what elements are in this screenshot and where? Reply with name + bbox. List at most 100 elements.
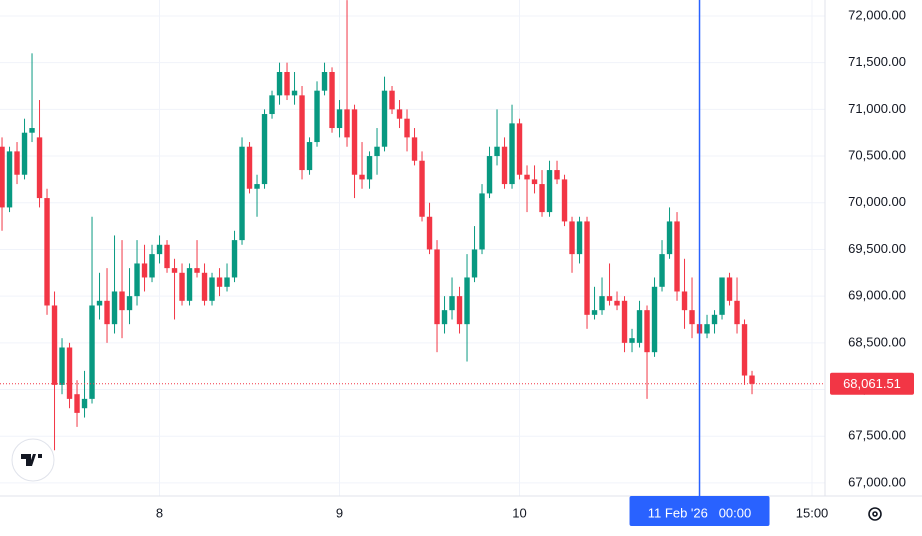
last-price-box: [830, 372, 914, 395]
x-tick-label: 10: [512, 505, 526, 520]
y-tick-label: 70,000.00: [848, 194, 906, 209]
y-tick-label: 69,000.00: [848, 288, 906, 303]
candle-body: [156, 244, 163, 255]
candle-body: [449, 296, 455, 311]
last-price-label: 68,061.51: [843, 376, 901, 391]
y-tick-label: 67,500.00: [848, 428, 906, 443]
candle-body: [659, 254, 665, 287]
x-tick-label: 8: [156, 505, 163, 520]
candle-body: [441, 310, 448, 325]
candle-body: [254, 184, 260, 189]
tradingview-logo[interactable]: [11, 438, 55, 482]
candle-body: [21, 132, 28, 175]
candle-body: [186, 268, 193, 301]
candle-body: [299, 95, 305, 171]
candle-body: [539, 184, 545, 213]
candle-body: [479, 193, 485, 250]
candle-body: [51, 305, 58, 385]
candle-body: [239, 146, 245, 241]
candle-body: [194, 268, 200, 273]
candle-body: [209, 277, 215, 301]
candle-body: [89, 305, 95, 399]
candle-body: [44, 198, 50, 306]
candle-body: [734, 300, 740, 325]
candle-body: [66, 347, 73, 399]
candle-body: [464, 277, 470, 325]
candle-body: [74, 394, 80, 413]
candle-body: [711, 314, 718, 325]
candle-body: [126, 296, 133, 311]
candle-body: [179, 272, 185, 301]
candle-body: [284, 72, 290, 96]
candle-body: [426, 216, 433, 250]
candle-body: [741, 324, 748, 376]
candle-body: [749, 375, 755, 384]
grid: [0, 0, 825, 496]
candle-body: [411, 137, 418, 161]
candle-body: [614, 300, 620, 306]
candle-body: [261, 114, 268, 185]
y-tick-label: 69,500.00: [848, 241, 906, 256]
y-tick-label: 71,000.00: [848, 101, 906, 116]
candle-body: [36, 137, 43, 199]
candle-body: [374, 146, 380, 157]
candle-body: [351, 109, 358, 175]
candles: [0, 0, 755, 451]
y-tick-label: 72,000.00: [848, 7, 906, 22]
candle-body: [171, 268, 178, 273]
candle-body: [404, 118, 410, 138]
y-tick-label: 68,500.00: [848, 334, 906, 349]
candle-body: [689, 310, 695, 325]
candle-body: [644, 310, 650, 353]
candle-body: [14, 151, 20, 175]
candle-body: [336, 109, 343, 129]
candle-body: [81, 398, 88, 409]
candle-body: [201, 272, 208, 301]
candle-body: [141, 263, 148, 278]
candle-body: [726, 277, 733, 301]
candle-body: [419, 160, 425, 217]
candle-body: [149, 254, 155, 278]
candle-body: [389, 90, 395, 110]
candle-body: [561, 179, 568, 222]
candle-body: [359, 174, 365, 180]
candle-body: [486, 156, 493, 194]
candle-body: [381, 90, 388, 147]
settings-icon[interactable]: [868, 507, 882, 521]
candle-body: [509, 123, 515, 185]
candle-body: [704, 324, 710, 334]
candle-body: [29, 128, 35, 133]
candle-body: [111, 291, 118, 325]
candle-body: [6, 151, 13, 208]
candle-body: [531, 179, 538, 185]
candle-body: [321, 72, 328, 91]
candle-body: [629, 338, 635, 343]
candle-body: [576, 221, 583, 255]
crosshair-box: [629, 496, 770, 526]
y-tick-label: 67,000.00: [848, 474, 906, 489]
candle-body: [329, 72, 335, 129]
candle-body: [494, 146, 500, 157]
candle-body: [269, 95, 275, 115]
candle-body: [119, 291, 125, 311]
candle-body: [674, 221, 680, 292]
candle-body: [104, 300, 110, 325]
candle-body: [224, 277, 230, 287]
candle-body: [0, 146, 5, 208]
candle-body: [584, 221, 590, 315]
candle-body: [471, 249, 478, 278]
x-tick-label: 9: [336, 505, 343, 520]
candle-body: [591, 310, 598, 315]
candle-body: [96, 300, 103, 306]
candle-body: [291, 90, 298, 96]
candle-body: [681, 291, 688, 311]
candle-body: [666, 221, 673, 255]
crosshair-label: 11 Feb '26 00:00: [648, 505, 751, 520]
candle-body: [434, 249, 440, 325]
candle-body: [569, 221, 575, 255]
candle-body: [621, 300, 628, 343]
candle-body: [344, 109, 350, 138]
candle-body: [276, 72, 283, 96]
candle-body: [599, 296, 605, 311]
